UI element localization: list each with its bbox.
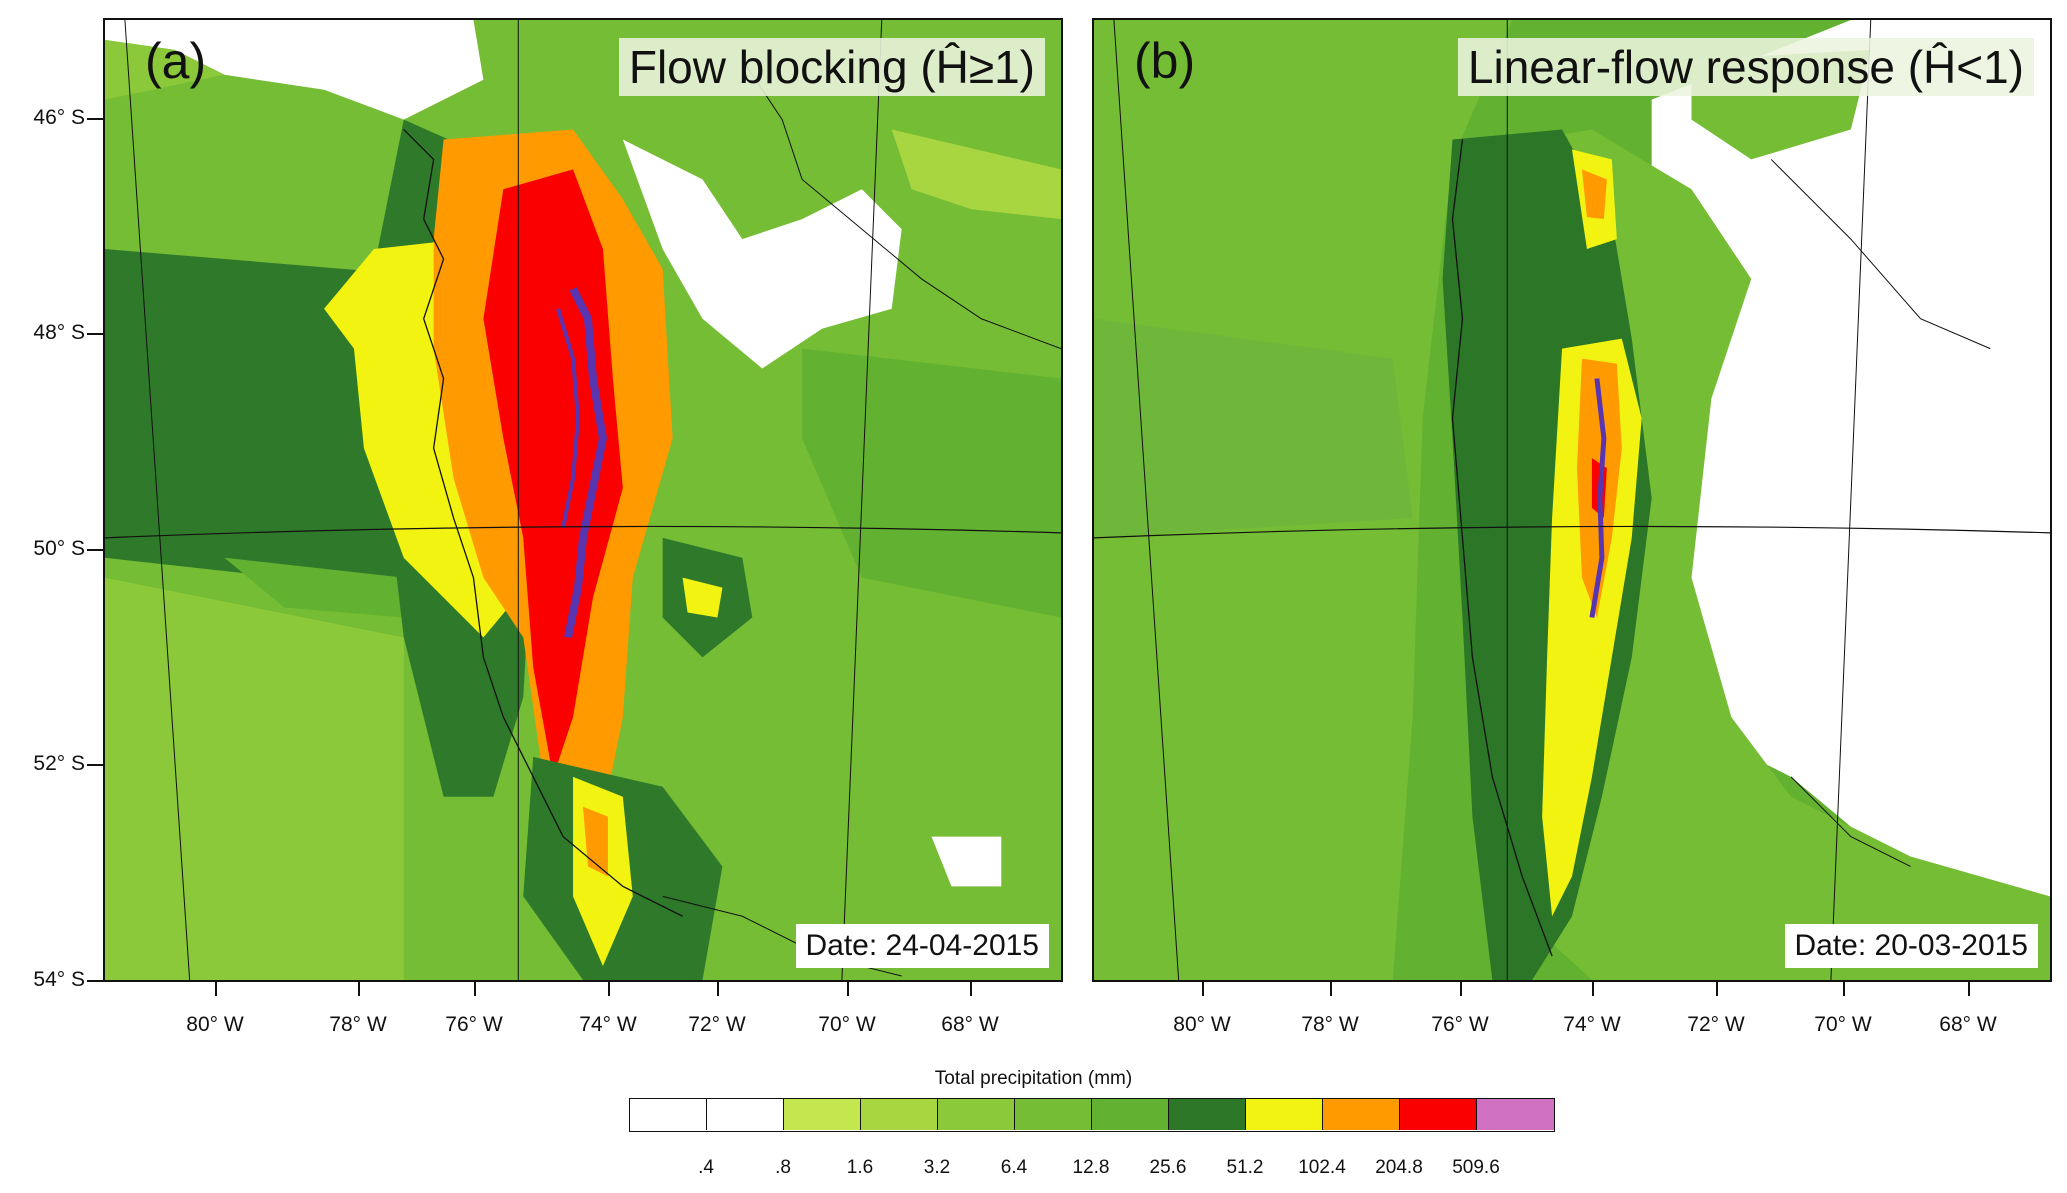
legend-label: 12.8 [1072,1157,1110,1178]
legend-label: .4 [698,1157,714,1178]
map-panel-b: (b) Linear-flow response (Ĥ<1) Date: 20-… [1092,18,2052,982]
lat-tick [87,549,103,551]
legend-label: 1.6 [846,1157,874,1178]
lat-label: 54° S [33,968,85,991]
lat-label: 52° S [33,752,85,775]
lon-tick [1202,982,1204,996]
lat-tick [87,118,103,120]
lon-tick [847,982,849,996]
legend-label: .8 [775,1157,791,1178]
lon-tick [608,982,610,996]
lon-tick [358,982,360,996]
lat-label: 48° S [33,321,85,344]
lon-label: 72° W [688,1013,746,1036]
lon-label: 68° W [941,1013,999,1036]
lon-tick [970,982,972,996]
panel-label-b: (b) [1134,33,1196,89]
panel-label-a: (a) [145,33,207,89]
lon-tick [1716,982,1718,996]
legend-swatch [1169,1099,1246,1130]
legend-swatch [1092,1099,1169,1130]
lon-tick [215,982,217,996]
lat-label: 46° S [33,106,85,129]
legend-swatch [784,1099,861,1130]
date-label-a: Date: 24-04-2015 [795,924,1049,968]
lon-tick [717,982,719,996]
legend-label: 102.4 [1298,1157,1346,1178]
legend-label: 204.8 [1375,1157,1423,1178]
lon-label: 78° W [1301,1013,1359,1036]
lat-tick [87,980,103,982]
legend-label: 25.6 [1149,1157,1187,1178]
lat-tick [87,764,103,766]
lon-label: 72° W [1687,1013,1745,1036]
lon-label: 78° W [329,1013,387,1036]
lon-tick [1460,982,1462,996]
date-label-b: Date: 20-03-2015 [1784,924,2038,968]
legend-swatch [1015,1099,1092,1130]
panel-title-b: Linear-flow response (Ĥ<1) [1457,38,2034,96]
legend-label: 509.6 [1452,1157,1500,1178]
lon-label: 74° W [579,1013,637,1036]
lon-tick [1843,982,1845,996]
lat-tick [87,333,103,335]
panel-title-a: Flow blocking (Ĥ≥1) [618,38,1045,96]
color-legend [629,1098,1555,1132]
lon-label: 70° W [1814,1013,1872,1036]
legend-label: 6.4 [1000,1157,1028,1178]
legend-title: Total precipitation (mm) [934,1068,1133,1089]
lon-label: 74° W [1563,1013,1621,1036]
legend-swatch [1246,1099,1323,1130]
lat-label: 50° S [33,537,85,560]
lon-tick [474,982,476,996]
legend-swatch [938,1099,1015,1130]
lon-label: 76° W [445,1013,503,1036]
legend-swatch [861,1099,938,1130]
legend-label: 3.2 [923,1157,951,1178]
lon-tick [1968,982,1970,996]
legend-swatch [630,1099,707,1130]
lon-label: 80° W [186,1013,244,1036]
lon-tick [1330,982,1332,996]
lon-label: 76° W [1431,1013,1489,1036]
legend-label: 51.2 [1226,1157,1264,1178]
legend-swatch [707,1099,784,1130]
legend-swatch [1400,1099,1477,1130]
lon-label: 80° W [1173,1013,1231,1036]
lon-label: 68° W [1939,1013,1997,1036]
legend-swatch [1477,1099,1554,1130]
lon-label: 70° W [818,1013,876,1036]
lon-tick [1592,982,1594,996]
map-panel-a: (a) Flow blocking (Ĥ≥1) Date: 24-04-2015 [103,18,1063,982]
precipitation-map-a [105,20,1061,980]
legend-swatch [1323,1099,1400,1130]
precipitation-map-b [1094,20,2050,980]
